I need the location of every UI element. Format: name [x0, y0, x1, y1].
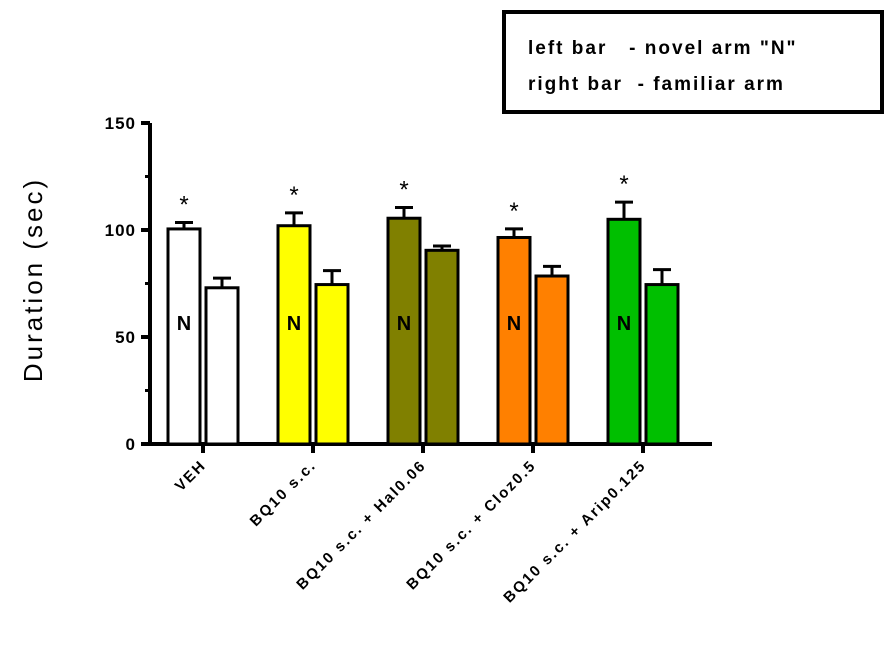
bar-label-n: N [177, 313, 191, 335]
bar-label-n: N [287, 313, 301, 335]
bar-novel-arm [386, 216, 422, 446]
significance-star: * [509, 198, 518, 225]
legend-entry-novel-arm: left bar - novel arm "N" [528, 38, 798, 59]
bar-label-n: N [397, 313, 411, 335]
y-tick-label: 50 [115, 328, 136, 347]
bar-label-n: N [507, 313, 521, 335]
y-tick-label: 0 [126, 435, 136, 454]
bar-familiar-arm [534, 274, 570, 446]
bar-familiar-arm [314, 283, 350, 446]
legend-entry-familiar-arm: right bar - familiar arm [528, 74, 785, 95]
x-tick-label: BQ10 s.c. + Hal0.06 [293, 457, 429, 593]
y-tick-label: 150 [105, 114, 136, 133]
x-tick-label: BQ10 s.c. + Cloz0.5 [403, 457, 539, 593]
significance-star: * [619, 171, 628, 198]
bar-label-n: N [617, 313, 631, 335]
bar-familiar-arm [424, 248, 460, 446]
significance-star: * [289, 182, 298, 209]
significance-star: * [399, 177, 408, 204]
bar-familiar-arm [644, 283, 680, 446]
y-tick-label: 100 [105, 221, 136, 240]
bar-novel-arm [276, 224, 312, 446]
y-axis-label: Duration (sec) [18, 177, 48, 382]
x-tick-label: BQ10 s.c. [247, 457, 320, 530]
bar-novel-arm [496, 235, 532, 446]
bar-familiar-arm [204, 286, 240, 446]
chart-marks [166, 200, 680, 446]
x-tick-label: VEH [172, 457, 210, 495]
significance-star: * [179, 192, 188, 219]
legend-box: left bar - novel arm "N" right bar - fam… [502, 10, 884, 114]
bar-novel-arm [166, 227, 202, 446]
bar-novel-arm [606, 217, 642, 446]
